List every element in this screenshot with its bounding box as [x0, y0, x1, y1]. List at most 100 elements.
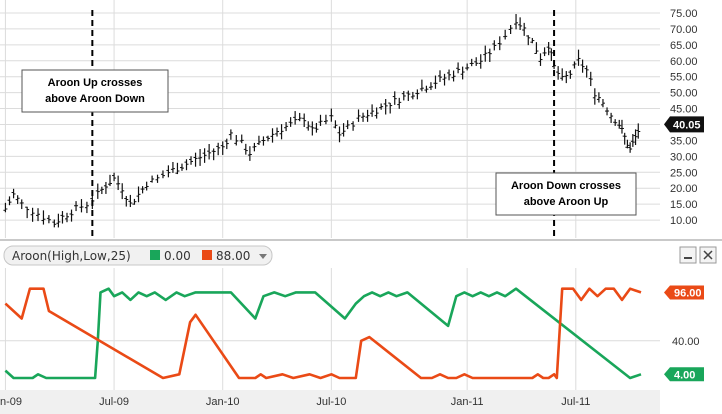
price-bar — [613, 119, 618, 126]
price-bar — [293, 111, 298, 125]
price-bar — [175, 162, 180, 175]
price-bar — [99, 186, 104, 195]
x-tick-label: n-09 — [0, 396, 22, 408]
price-tick-label: 35.00 — [670, 135, 698, 147]
aroon-down-line-current-label: 96.00 — [674, 287, 702, 299]
price-bar — [224, 138, 229, 150]
price-bar — [36, 208, 41, 222]
price-bar — [630, 133, 635, 147]
price-bar — [216, 142, 221, 156]
price-bar — [132, 198, 137, 205]
price-bar — [160, 170, 165, 179]
price-bar — [30, 207, 35, 222]
price-bar — [41, 210, 46, 225]
price-bar — [211, 148, 216, 161]
price-tick-label: 10.00 — [670, 215, 698, 227]
price-bar — [220, 141, 225, 155]
price-bar — [374, 107, 379, 119]
price-bar — [112, 172, 117, 182]
price-bar — [625, 139, 630, 149]
indicator-legend[interactable]: Aroon(High,Low,25) 0.00 88.00 — [3, 245, 273, 266]
price-bar — [337, 126, 342, 143]
price-bar — [79, 199, 84, 213]
price-bar — [144, 181, 149, 191]
price-tick-label: 60.00 — [670, 56, 698, 68]
aroon-down-line — [4, 287, 642, 380]
price-bar — [116, 175, 121, 191]
price-bar — [442, 73, 447, 86]
price-bar — [465, 63, 470, 71]
price-bar — [419, 79, 424, 92]
x-axis: n-09 Jul-09 Jan-10 Jul-10 Jan-11 Jul-11 — [0, 396, 590, 408]
price-bar — [243, 143, 248, 155]
price-bar — [275, 127, 280, 137]
indicator-current-values: 4.00 96.00 — [664, 285, 704, 382]
price-bar — [318, 114, 323, 126]
price-bar — [261, 136, 266, 146]
x-axis-band — [0, 390, 660, 414]
last-price-badge — [664, 116, 704, 133]
last-price-label: 40.05 — [673, 119, 701, 131]
price-bar — [306, 121, 311, 131]
x-tick-label: Jan-11 — [451, 396, 484, 408]
price-bar — [370, 104, 375, 117]
price-bar — [95, 183, 100, 199]
price-bar — [588, 71, 593, 87]
indicator-panel: Aroon(High,Low,25) 0.00 88.00 40.00 4.00… — [0, 241, 722, 414]
price-bar — [469, 58, 474, 67]
price-bar — [74, 201, 79, 212]
annotation-text: above Aroon Up — [524, 196, 609, 208]
x-tick-label: Jan-10 — [206, 396, 240, 408]
price-bar — [617, 119, 622, 129]
price-bar — [383, 99, 388, 115]
price-bar — [628, 142, 633, 153]
price-bars — [3, 14, 641, 228]
price-bar — [546, 41, 551, 56]
price-bar — [288, 117, 293, 127]
price-bar — [415, 89, 420, 100]
price-bar — [538, 53, 543, 66]
indicator-y-axis: 40.00 — [672, 336, 700, 348]
price-bar — [534, 42, 539, 54]
minimize-button[interactable] — [679, 246, 697, 264]
price-bar — [518, 17, 523, 31]
price-tick-label: 20.00 — [670, 183, 698, 195]
price-bar — [474, 57, 479, 66]
annotation-text: Aroon Up crosses — [48, 77, 143, 89]
price-bar — [179, 163, 184, 171]
close-button[interactable] — [699, 246, 717, 264]
price-bar — [279, 124, 284, 140]
price-bar — [438, 70, 442, 82]
price-bar — [202, 148, 207, 163]
price-bar — [128, 194, 133, 208]
indicator-panel-background — [0, 241, 722, 414]
minimize-button-frame[interactable] — [679, 246, 697, 264]
price-bar — [228, 129, 233, 140]
price-tick-label: 55.00 — [670, 72, 698, 84]
price-bar — [136, 186, 141, 203]
chevron-down-icon[interactable] — [259, 254, 267, 259]
price-bar — [56, 213, 61, 228]
price-bar — [572, 61, 577, 69]
price-bar — [270, 128, 275, 143]
price-bar — [69, 209, 74, 222]
price-bar — [108, 174, 112, 187]
price-bar — [297, 112, 302, 122]
aroon-up-swatch — [150, 250, 160, 260]
price-bar — [314, 122, 319, 133]
price-bar — [52, 219, 57, 228]
price-bar — [492, 40, 497, 51]
price-bar — [580, 59, 585, 73]
price-bar — [392, 91, 397, 105]
price-bar — [410, 91, 415, 100]
last-price-marker: 40.05 — [664, 116, 704, 133]
price-bar — [247, 146, 252, 161]
price-bar — [356, 109, 361, 122]
price-bar — [239, 134, 244, 144]
price-tick-label: 45.00 — [670, 104, 698, 116]
indicator-gridlines — [0, 268, 660, 390]
price-bar — [542, 47, 547, 57]
price-bar — [189, 156, 194, 165]
price-bar — [284, 122, 289, 132]
